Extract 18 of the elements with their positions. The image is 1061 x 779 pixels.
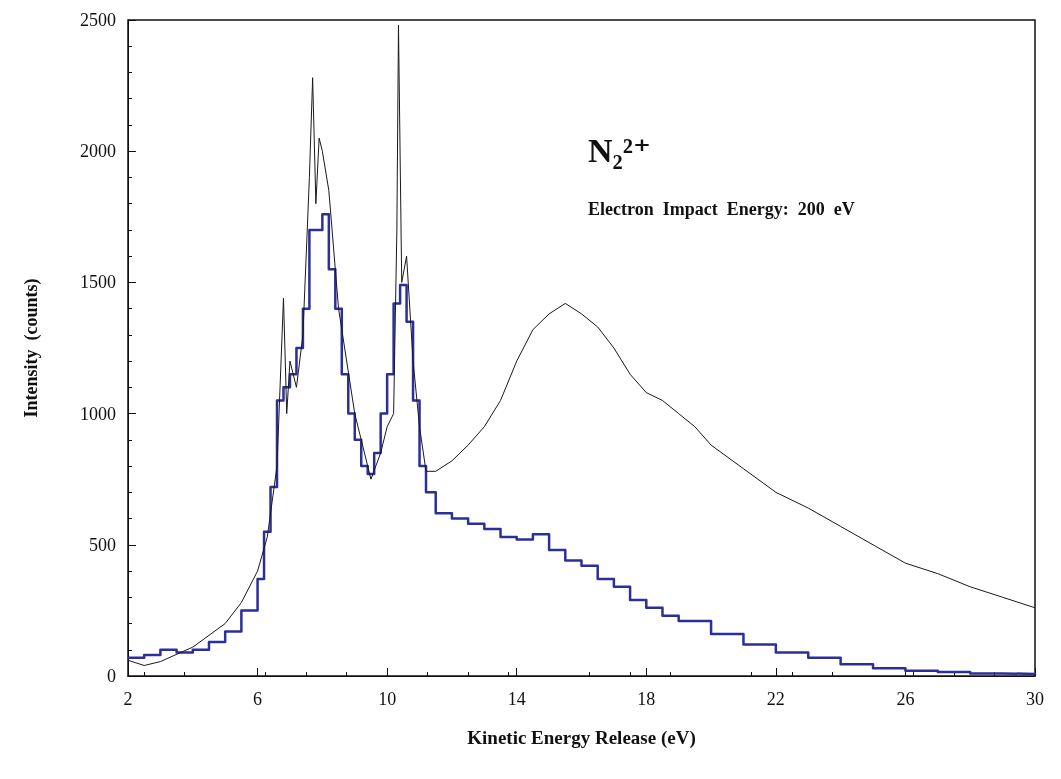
y-axis-title: Intensity (counts)	[21, 278, 42, 418]
annotation: Electron Impact Energy: 200 eV	[588, 199, 855, 219]
y-tick-label: 1000	[80, 403, 116, 424]
x-axis-title: Kinetic Energy Release (eV)	[467, 727, 696, 749]
x-tick-label: 22	[766, 689, 785, 709]
x-tick-label: 26	[896, 689, 915, 709]
x-tick-label: 2	[123, 689, 133, 709]
y-tick-label: 0	[107, 666, 116, 686]
x-tick-label: 18	[637, 689, 656, 709]
y-tick-label: 2000	[80, 141, 116, 162]
x-tick-label: 6	[253, 689, 263, 709]
x-tick-label: 30	[1026, 689, 1044, 709]
annotation: N₂²⁺	[588, 131, 651, 169]
y-tick-label: 500	[89, 534, 116, 555]
x-tick-label: 10	[378, 689, 397, 709]
x-tick-label: 14	[507, 689, 526, 709]
y-tick-label: 1500	[80, 272, 116, 293]
y-tick-label: 2500	[80, 10, 116, 30]
